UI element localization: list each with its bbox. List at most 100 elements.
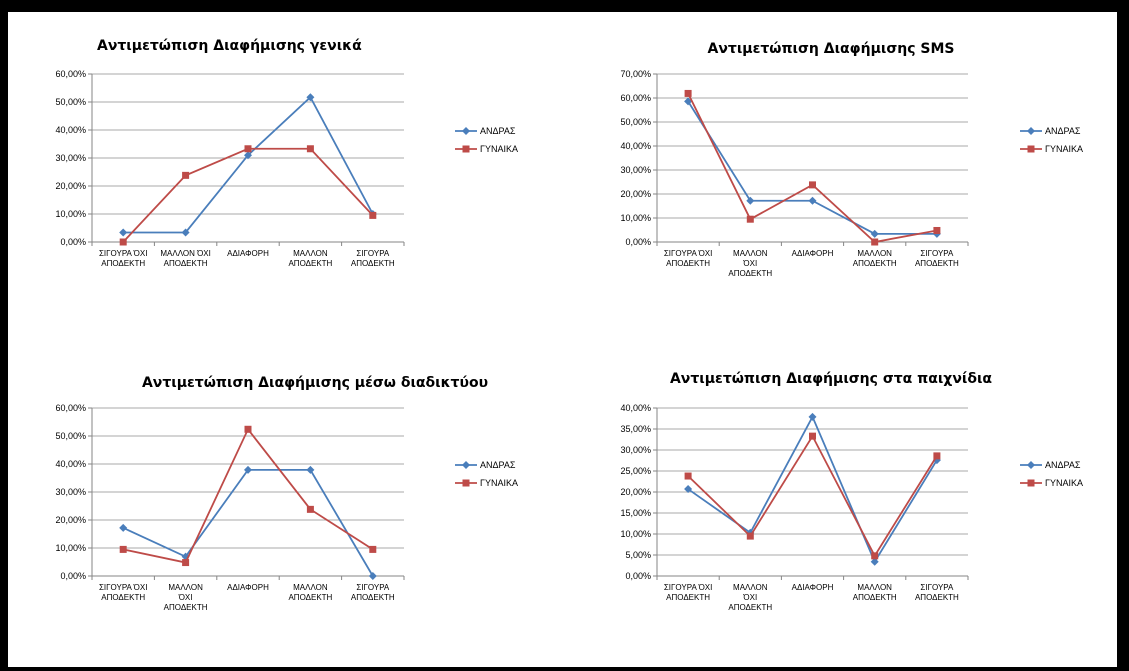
- chart-1: Αντιμετώπιση Διαφήμισης γενικά 0,00% 10,00…: [55, 38, 518, 268]
- series-line-gynaika: [122, 147, 374, 243]
- data-point-gynaika: [871, 552, 879, 560]
- x-tick-label: ΜΑΛΛΟΝ ΑΠΟΔΕΚΤΗ: [853, 583, 897, 602]
- y-tick-label: 40,00%: [620, 141, 651, 151]
- data-point-gynaika: [933, 226, 941, 234]
- data-point-andras: [870, 557, 879, 566]
- data-point-gynaika: [306, 505, 314, 513]
- x-tick-label: ΣΙΓΟΥΡΑ ΑΠΟΔΕΚΤΗ: [351, 249, 395, 268]
- y-tick-label: 60,00%: [55, 403, 86, 413]
- chart-title: Αντιμετώπιση Διαφήμισης SMS: [708, 41, 955, 57]
- data-point-gynaika: [684, 89, 692, 97]
- y-tick-label: 10,00%: [620, 529, 651, 539]
- legend-label: ΑΝΔΡΑΣ: [480, 460, 516, 470]
- x-tick-label: ΣΙΓΟΥΡΑ ΌΧΙ ΑΠΟΔΕΚΤΗ: [99, 583, 148, 602]
- y-tick-label: 0,00%: [60, 571, 86, 581]
- y-tick-label: 10,00%: [620, 213, 651, 223]
- chart-title: Αντιμετώπιση Διαφήμισης μέσω διαδικτύου: [142, 375, 488, 391]
- x-tick-label: ΜΑΛΛΟΝ ΑΠΟΔΕΚΤΗ: [288, 249, 332, 268]
- data-point-gynaika: [871, 238, 879, 246]
- legend-label: ΑΝΔΡΑΣ: [1045, 126, 1081, 136]
- y-tick-label: 0,00%: [625, 571, 651, 581]
- y-tick-label: 30,00%: [55, 153, 86, 163]
- x-tick-label: ΑΔΙΑΦΟΡΗ: [792, 249, 834, 258]
- legend-marker-andras: [1027, 127, 1035, 135]
- x-tick-label: ΜΑΛΛΟΝ ΑΠΟΔΕΚΤΗ: [288, 583, 332, 602]
- chart-4: Αντιμετώπιση Διαφήμισης στα παιχνίδια 0,0…: [620, 371, 1083, 612]
- data-point-andras: [181, 228, 190, 237]
- y-tick-label: 35,00%: [620, 424, 651, 434]
- data-point-gynaika: [369, 211, 377, 219]
- data-point-gynaika: [933, 452, 941, 460]
- y-tick-label: 15,00%: [620, 508, 651, 518]
- data-point-gynaika: [369, 545, 377, 553]
- y-tick-label: 25,00%: [620, 466, 651, 476]
- data-point-gynaika: [244, 425, 252, 433]
- chart-3: Αντιμετώπιση Διαφήμισης μέσω διαδικτύου 0…: [55, 375, 518, 612]
- x-tick-label: ΜΑΛΛΟΝ ΌΧΙ ΑΠΟΔΕΚΤΗ: [164, 583, 208, 612]
- chart-title: Αντιμετώπιση Διαφήμισης στα παιχνίδια: [670, 371, 992, 387]
- x-tick-label: ΣΙΓΟΥΡΑ ΑΠΟΔΕΚΤΗ: [351, 583, 395, 602]
- y-tick-label: 40,00%: [55, 125, 86, 135]
- data-point-andras: [244, 465, 252, 474]
- y-tick-label: 40,00%: [620, 403, 651, 413]
- legend-label: ΑΝΔΡΑΣ: [480, 126, 516, 136]
- legend-label: ΓΥΝΑΙΚΑ: [480, 144, 518, 154]
- data-point-gynaika: [684, 472, 692, 480]
- data-point-gynaika: [119, 238, 127, 246]
- x-tick-label: ΣΙΓΟΥΡΑ ΌΧΙ ΑΠΟΔΕΚΤΗ: [664, 249, 713, 268]
- x-tick-label: ΑΔΙΑΦΟΡΗ: [792, 583, 834, 592]
- y-tick-label: 5,00%: [625, 550, 651, 560]
- x-tick-label: ΣΙΓΟΥΡΑ ΌΧΙ ΑΠΟΔΕΚΤΗ: [99, 249, 148, 268]
- x-tick-label: ΜΑΛΛΟΝ ΌΧΙ ΑΠΟΔΕΚΤΗ: [160, 249, 211, 268]
- y-tick-label: 0,00%: [625, 237, 651, 247]
- data-point-gynaika: [746, 215, 754, 223]
- legend-marker-gynaika: [1027, 145, 1035, 153]
- legend-marker-gynaika: [462, 479, 470, 487]
- y-tick-label: 10,00%: [55, 209, 86, 219]
- data-point-andras: [119, 523, 128, 532]
- y-tick-label: 40,00%: [55, 459, 86, 469]
- y-tick-label: 50,00%: [55, 431, 86, 441]
- data-point-andras: [746, 196, 755, 205]
- legend-marker-andras: [1027, 461, 1035, 469]
- y-tick-label: 10,00%: [55, 543, 86, 553]
- data-point-andras: [808, 196, 817, 205]
- x-tick-label: ΜΑΛΛΟΝ ΌΧΙ ΑΠΟΔΕΚΤΗ: [728, 583, 772, 612]
- data-point-andras: [870, 229, 879, 238]
- y-tick-label: 30,00%: [620, 165, 651, 175]
- data-point-andras: [684, 485, 693, 494]
- data-point-gynaika: [809, 432, 816, 440]
- data-point-gynaika: [182, 559, 190, 567]
- data-point-gynaika: [119, 545, 127, 553]
- y-tick-label: 50,00%: [55, 97, 86, 107]
- data-point-gynaika: [244, 145, 252, 153]
- chart-2: Αντιμετώπιση Διαφήμισης SMS 0,00% 10,00% 20…: [620, 41, 1083, 278]
- data-point-gynaika: [182, 171, 190, 179]
- data-point-andras: [306, 465, 315, 474]
- series-line-andras: [122, 468, 374, 577]
- legend-label: ΓΥΝΑΙΚΑ: [1045, 144, 1083, 154]
- x-tick-label: ΜΑΛΛΟΝ ΑΠΟΔΕΚΤΗ: [853, 249, 897, 268]
- data-point-andras: [119, 228, 128, 237]
- y-tick-label: 30,00%: [620, 445, 651, 455]
- y-tick-label: 20,00%: [55, 181, 86, 191]
- data-point-andras: [306, 93, 315, 102]
- series-line-andras: [123, 95, 374, 234]
- y-tick-label: 20,00%: [55, 515, 86, 525]
- data-point-gynaika: [746, 532, 754, 540]
- data-point-andras: [368, 572, 377, 580]
- legend-marker-gynaika: [1027, 479, 1035, 487]
- data-point-gynaika: [306, 145, 314, 153]
- y-tick-label: 50,00%: [620, 117, 651, 127]
- x-tick-label: ΣΙΓΟΥΡΑ ΌΧΙ ΑΠΟΔΕΚΤΗ: [664, 583, 713, 602]
- y-tick-label: 60,00%: [620, 93, 651, 103]
- y-tick-label: 20,00%: [620, 189, 651, 199]
- y-tick-label: 0,00%: [60, 237, 86, 247]
- x-tick-label: ΣΙΓΟΥΡΑ ΑΠΟΔΕΚΤΗ: [915, 583, 959, 602]
- x-tick-label: ΑΔΙΑΦΟΡΗ: [227, 249, 269, 258]
- y-tick-label: 60,00%: [55, 69, 86, 79]
- data-point-andras: [244, 151, 252, 160]
- legend-marker-gynaika: [462, 145, 470, 153]
